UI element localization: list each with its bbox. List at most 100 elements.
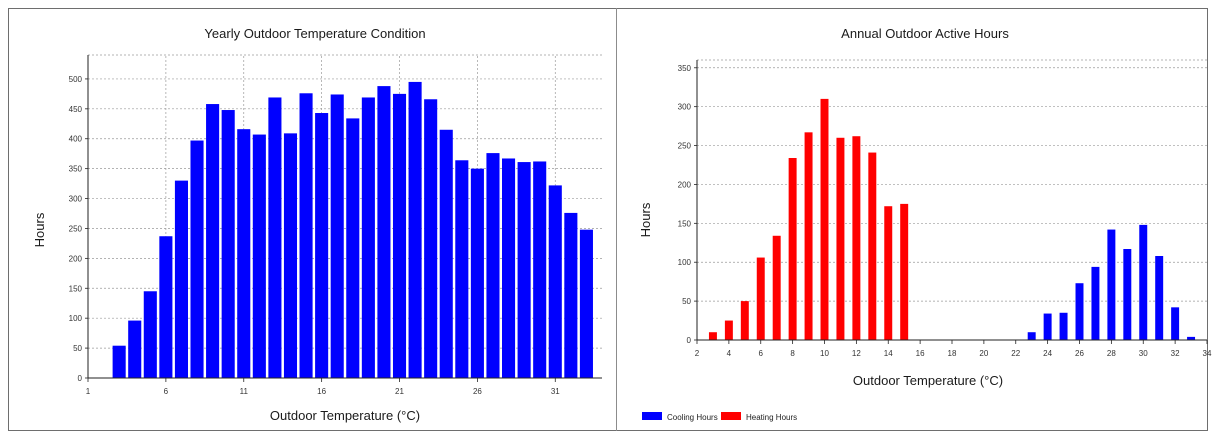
bar [502, 158, 516, 378]
bar [1171, 307, 1180, 340]
y-tick-label: 250 [69, 224, 83, 233]
x-tick-label: 11 [240, 387, 249, 396]
bar [424, 99, 438, 378]
bar [112, 345, 126, 378]
bar [221, 110, 235, 378]
bar [756, 257, 765, 340]
y-tick-label: 0 [78, 374, 83, 383]
bar [804, 132, 813, 340]
x-tick-label: 10 [820, 349, 829, 358]
bar [486, 153, 500, 378]
bar [455, 160, 469, 378]
bar [439, 129, 453, 378]
bar [533, 161, 547, 378]
x-tick-label: 1 [86, 387, 91, 396]
bar [852, 136, 861, 340]
y-tick-label: 300 [678, 103, 692, 112]
bar [772, 235, 781, 340]
y-axis-label: Hours [32, 212, 47, 247]
x-tick-label: 14 [884, 349, 893, 358]
x-tick-label: 31 [551, 387, 560, 396]
legend-swatch-cooling [642, 412, 662, 420]
x-tick-label: 8 [790, 349, 795, 358]
chart-title: Yearly Outdoor Temperature Condition [204, 26, 425, 41]
bar [252, 134, 266, 378]
legend-swatch-heating [721, 412, 741, 420]
y-tick-label: 200 [678, 180, 692, 189]
bar [548, 185, 562, 378]
x-tick-label: 34 [1203, 349, 1212, 358]
x-tick-label: 6 [759, 349, 764, 358]
y-tick-label: 400 [69, 135, 83, 144]
x-axis-label: Outdoor Temperature (°C) [270, 408, 420, 423]
bar [517, 162, 531, 378]
bar [128, 320, 142, 378]
bar [579, 229, 593, 378]
bar [1139, 224, 1148, 340]
bar [1187, 336, 1196, 340]
y-tick-label: 500 [69, 75, 83, 84]
bar [377, 86, 391, 379]
bar [361, 97, 375, 379]
x-axis-label: Outdoor Temperature (°C) [853, 373, 1003, 388]
legend: Cooling Hours Heating Hours [642, 412, 797, 422]
bar [1123, 249, 1132, 340]
bar [900, 203, 909, 340]
x-tick-label: 26 [473, 387, 482, 396]
bar [268, 97, 282, 379]
x-tick-label: 20 [979, 349, 988, 358]
bar [1075, 283, 1084, 340]
bar [159, 236, 173, 378]
legend-label-cooling: Cooling Hours [667, 413, 718, 422]
y-tick-label: 150 [678, 219, 692, 228]
bar [1043, 313, 1052, 340]
y-tick-label: 350 [678, 64, 692, 73]
bar [1091, 266, 1100, 340]
bar [330, 94, 344, 378]
x-tick-label: 2 [695, 349, 700, 358]
x-tick-label: 12 [852, 349, 861, 358]
bar [470, 168, 484, 378]
x-tick-label: 16 [916, 349, 925, 358]
bar [820, 98, 829, 340]
bar [190, 140, 204, 378]
bar [740, 301, 749, 340]
bar [392, 93, 407, 378]
y-tick-label: 450 [69, 105, 83, 114]
bar [708, 332, 717, 340]
bar [1027, 332, 1036, 340]
bar [408, 81, 422, 379]
legend-label-heating: Heating Hours [746, 413, 797, 422]
x-tick-label: 30 [1139, 349, 1148, 358]
bar [283, 133, 298, 378]
x-tick-label: 22 [1011, 349, 1020, 358]
bar [206, 104, 220, 378]
y-tick-label: 100 [69, 314, 83, 323]
chart-title: Annual Outdoor Active Hours [841, 26, 1009, 41]
bar [564, 212, 578, 378]
bar [299, 93, 313, 378]
x-tick-label: 18 [948, 349, 957, 358]
panel-divider [616, 8, 617, 431]
bar [346, 118, 360, 379]
bar [724, 320, 733, 340]
bar [1059, 312, 1068, 340]
y-tick-label: 250 [678, 142, 692, 151]
x-tick-label: 16 [317, 387, 326, 396]
x-tick-label: 6 [164, 387, 169, 396]
x-tick-label: 32 [1171, 349, 1180, 358]
x-tick-label: 26 [1075, 349, 1084, 358]
x-tick-label: 4 [727, 349, 732, 358]
y-tick-label: 50 [73, 344, 82, 353]
y-tick-label: 100 [678, 258, 692, 267]
x-tick-label: 24 [1043, 349, 1052, 358]
y-tick-label: 50 [682, 297, 691, 306]
x-tick-label: 21 [395, 387, 404, 396]
y-tick-label: 150 [69, 284, 83, 293]
y-tick-label: 200 [69, 254, 83, 263]
y-tick-label: 300 [69, 195, 83, 204]
bar [836, 137, 845, 340]
x-tick-label: 28 [1107, 349, 1116, 358]
bar [143, 291, 157, 378]
